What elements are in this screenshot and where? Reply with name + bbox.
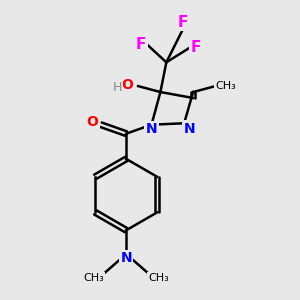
Text: F: F — [191, 40, 201, 55]
Text: CH₃: CH₃ — [83, 273, 104, 283]
Text: O: O — [87, 115, 99, 129]
Text: H: H — [112, 81, 122, 94]
Text: CH₃: CH₃ — [148, 273, 169, 283]
Text: F: F — [178, 15, 188, 30]
Text: N: N — [120, 251, 132, 266]
Text: N: N — [184, 122, 195, 136]
Text: O: O — [121, 78, 133, 92]
Text: N: N — [146, 122, 157, 136]
Text: F: F — [136, 37, 146, 52]
Text: CH₃: CH₃ — [215, 81, 236, 91]
